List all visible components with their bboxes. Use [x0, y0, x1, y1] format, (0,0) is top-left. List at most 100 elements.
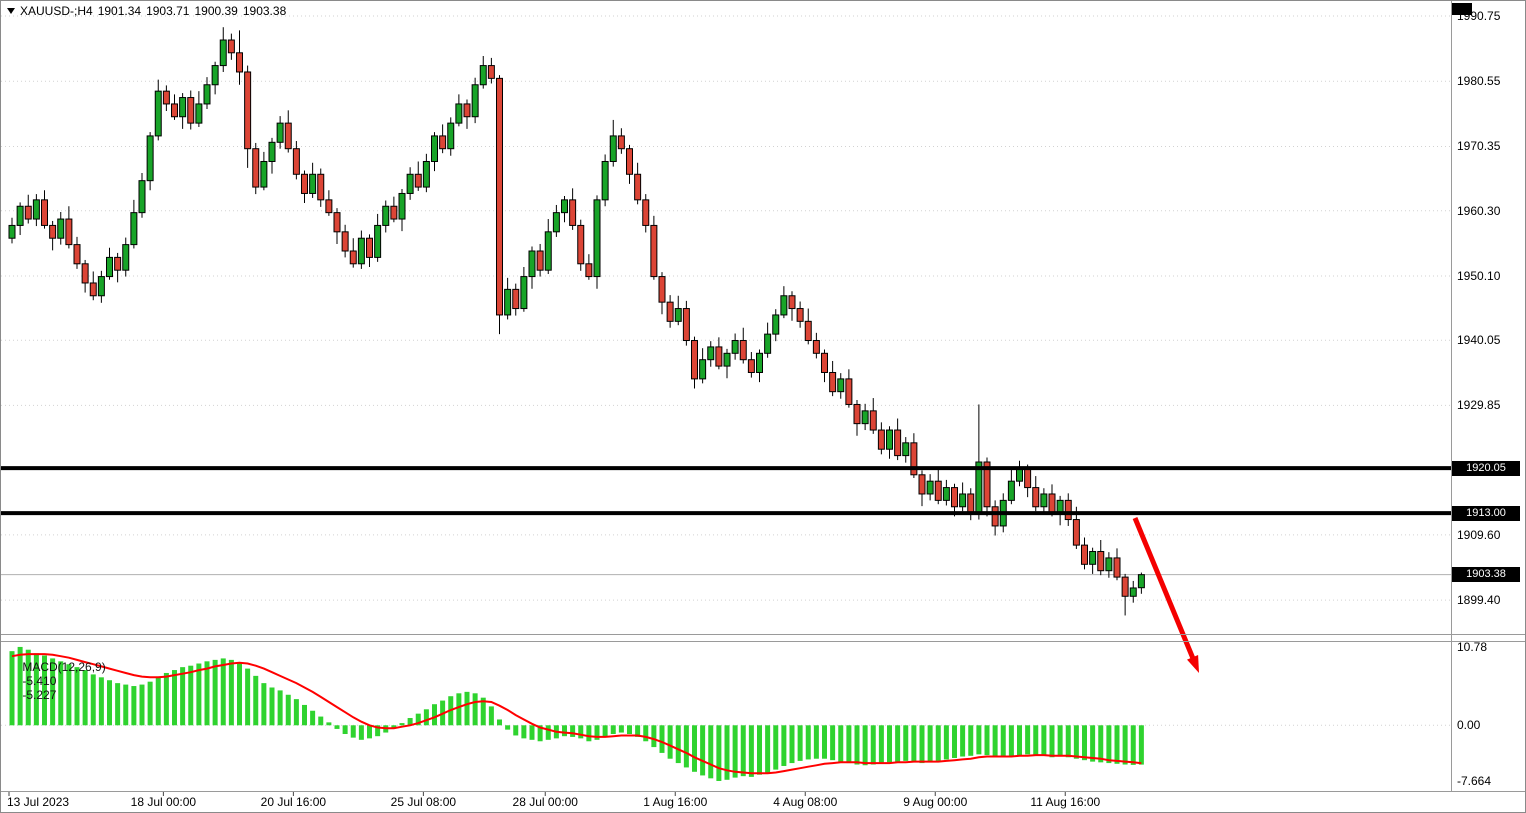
candle-body: [691, 340, 698, 380]
candle-body: [138, 180, 146, 214]
candle-body: [756, 352, 763, 373]
macd-histogram-bar: [302, 704, 307, 726]
candle-body: [487, 65, 495, 79]
macd-signal-value: -5.227: [22, 688, 57, 702]
candle-body: [577, 224, 585, 265]
candle-body: [382, 205, 390, 226]
candle-body: [853, 403, 861, 425]
candle-body: [89, 282, 97, 297]
candle-body: [244, 71, 252, 150]
candle-body: [471, 84, 479, 118]
macd-histogram-bar: [131, 686, 137, 726]
candle-body: [81, 263, 89, 284]
macd-histogram-bar: [1065, 725, 1071, 758]
candle-body: [32, 199, 40, 220]
macd-histogram-bar: [643, 725, 649, 742]
macd-indicator-pane[interactable]: [1, 642, 1451, 792]
candle-body: [886, 429, 893, 450]
macd-histogram-bar: [375, 725, 381, 737]
candle-body: [292, 148, 300, 175]
macd-histogram-bar: [277, 690, 283, 726]
macd-histogram-bar: [42, 655, 47, 726]
macd-histogram-bar: [204, 661, 210, 726]
macd-histogram-bar: [781, 725, 787, 766]
macd-histogram-bar: [627, 725, 632, 735]
candle-body: [479, 65, 487, 86]
macd-histogram-bar: [683, 725, 689, 768]
macd-histogram-bar: [870, 725, 876, 765]
candle-body: [41, 199, 48, 226]
macd-histogram-bar: [545, 725, 551, 740]
candle-body: [1113, 557, 1121, 578]
macd-histogram-bar: [659, 725, 665, 753]
candle-body: [1097, 551, 1105, 572]
macd-histogram-bar: [147, 681, 153, 726]
pane-separator-top[interactable]: [1, 634, 1525, 635]
macd-histogram-bar: [228, 659, 234, 726]
candle-body: [203, 84, 211, 105]
candle-body: [658, 276, 666, 303]
macd-histogram-bar: [813, 725, 819, 759]
candle-body: [97, 276, 105, 297]
price-tick-label: 1899.40: [1457, 593, 1501, 608]
symbol-dropdown-icon: [7, 8, 15, 14]
macd-histogram-bar: [432, 704, 437, 726]
candle-body: [211, 65, 219, 86]
time-axis-border: [1, 791, 1525, 792]
macd-histogram-bar: [846, 725, 852, 764]
candle-body: [349, 250, 357, 265]
macd-histogram-bar: [1082, 725, 1087, 761]
ohlc-high: 1903.71: [146, 4, 190, 18]
macd-histogram-bar: [163, 672, 169, 726]
pane-separator-bottom[interactable]: [1, 641, 1525, 642]
macd-histogram-bar: [708, 725, 714, 779]
candle-body: [146, 135, 154, 182]
macd-histogram-bar: [594, 725, 600, 740]
macd-histogram-bar: [1098, 725, 1104, 763]
price-tick-label: 1960.30: [1457, 203, 1501, 218]
macd-histogram-bar: [456, 693, 462, 726]
candle-body: [707, 346, 715, 361]
macd-histogram-bar: [415, 713, 421, 726]
candle-body: [114, 256, 122, 271]
candle-body: [902, 442, 910, 457]
macd-histogram-bar: [618, 725, 624, 733]
candle-body: [439, 135, 447, 150]
candle-body: [195, 103, 203, 124]
ohlc-close: 1903.38: [242, 4, 287, 18]
macd-histogram-bar: [505, 725, 511, 730]
candle-body: [894, 429, 902, 457]
macd-histogram-bar: [675, 725, 681, 764]
candle-body: [877, 429, 885, 450]
macd-histogram-bar: [578, 725, 584, 739]
price-level-box: 1913.00: [1452, 505, 1520, 521]
candle-body: [463, 103, 471, 118]
candle-body: [309, 173, 317, 194]
candle-body: [650, 224, 658, 278]
macd-histogram-bar: [50, 658, 56, 726]
price-tick-label: 1909.60: [1457, 527, 1501, 542]
macd-histogram-bar: [464, 691, 470, 726]
candle-body: [357, 237, 365, 265]
macd-signal-line: [11, 653, 1142, 775]
macd-histogram-bar: [269, 687, 275, 726]
candle-body: [552, 212, 560, 233]
candle-body: [764, 333, 772, 354]
candle-body: [1121, 576, 1129, 597]
candle-body: [65, 218, 73, 246]
macd-histogram-bar: [33, 653, 39, 726]
macd-legend: MACD(12,26,9) -5.410 -5.227: [9, 646, 111, 716]
candle-body: [739, 340, 747, 361]
price-chart-pane[interactable]: [1, 1, 1451, 634]
macd-histogram-bar: [172, 670, 177, 726]
macd-histogram-bar: [25, 649, 31, 726]
macd-histogram-bar: [423, 709, 429, 726]
candle-body: [333, 212, 341, 233]
candle-body: [219, 39, 227, 67]
candle-body: [276, 122, 284, 143]
macd-histogram-bar: [724, 725, 730, 780]
candle-body: [609, 135, 617, 162]
macd-histogram-bar: [350, 725, 356, 738]
time-tick-label: 18 Jul 00:00: [130, 795, 197, 809]
macd-histogram-bar: [903, 725, 909, 761]
